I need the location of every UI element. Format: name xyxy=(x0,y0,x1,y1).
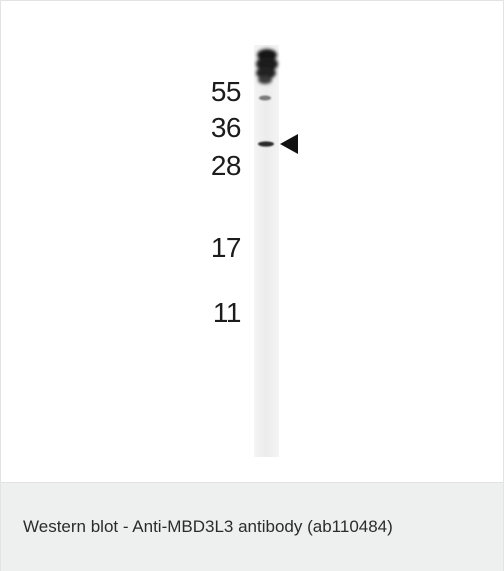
blot-lane xyxy=(254,45,279,457)
caption-bar: Western blot - Anti-MBD3L3 antibody (ab1… xyxy=(1,482,503,571)
left-pointing-triangle-icon xyxy=(280,134,298,154)
top-band xyxy=(256,49,278,84)
faint-band-55 xyxy=(259,95,271,101)
blot-graphic xyxy=(254,45,298,457)
figure-caption: Western blot - Anti-MBD3L3 antibody (ab1… xyxy=(23,517,393,536)
marker-label-11: 11 xyxy=(212,297,242,328)
marker-label-17: 17 xyxy=(210,232,242,263)
marker-label-36: 36 xyxy=(210,112,242,143)
marker-label-55: 55 xyxy=(210,76,242,107)
target-band xyxy=(258,141,274,147)
western-blot-image: 55 36 28 17 11 xyxy=(1,1,503,481)
marker-label-28: 28 xyxy=(210,150,242,181)
